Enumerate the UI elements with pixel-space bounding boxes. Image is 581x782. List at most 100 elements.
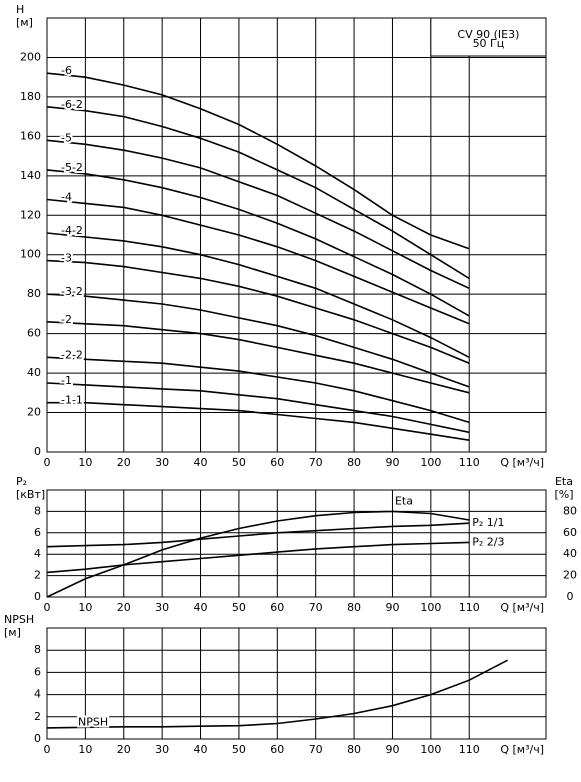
x-tick-label: 110 xyxy=(459,743,480,756)
curve-label: -4 xyxy=(61,190,72,203)
y-tick-label: 180 xyxy=(20,90,41,103)
x-tick-label: 50 xyxy=(232,456,246,469)
x-tick-label: 0 xyxy=(44,743,51,756)
curve xyxy=(46,232,470,359)
x-tick-label: 0 xyxy=(44,456,51,469)
y-tick-label: 8 xyxy=(34,643,41,656)
y-tick-label: 100 xyxy=(20,248,41,261)
curve xyxy=(46,510,470,598)
x-tick-label: 20 xyxy=(117,601,131,614)
x-tick-label: 80 xyxy=(347,456,361,469)
y2-tick-label: 20 xyxy=(563,569,577,582)
y-tick-label: 20 xyxy=(27,406,41,419)
curve-label: -4-2 xyxy=(61,224,83,237)
x-tick-label: 20 xyxy=(117,743,131,756)
x-tick-label: 90 xyxy=(385,743,399,756)
y2-tick-label: 60 xyxy=(563,526,577,539)
y-tick-label: 8 xyxy=(34,504,41,517)
y-tick-label: 6 xyxy=(34,526,41,539)
curve xyxy=(46,356,470,424)
annotation: CV 90 (IE3) xyxy=(457,28,519,41)
y-axis-label: P₂ xyxy=(16,475,27,488)
x-tick-label: 60 xyxy=(270,456,284,469)
x-tick-label: 50 xyxy=(232,601,246,614)
y-tick-label: 120 xyxy=(20,208,41,221)
curve-label: -2 xyxy=(61,313,72,326)
curve-label: P₂ 2/3 xyxy=(472,535,504,548)
x-tick-label: 80 xyxy=(347,601,361,614)
curve xyxy=(47,401,470,441)
y-axis-label: H xyxy=(16,3,24,16)
x-tick-label: 70 xyxy=(309,601,323,614)
x-tick-label: 100 xyxy=(420,743,441,756)
x-tick-label: 70 xyxy=(309,456,323,469)
y-axis-label: [кВт] xyxy=(16,488,45,501)
x-tick-label: 100 xyxy=(420,601,441,614)
curve xyxy=(46,106,470,280)
x-tick-label: 110 xyxy=(459,456,480,469)
curve-label: Eta xyxy=(395,494,413,507)
x-tick-label: 0 xyxy=(44,601,51,614)
x-tick-label: 50 xyxy=(232,743,246,756)
curve-label: -5-2 xyxy=(61,161,83,174)
x-axis-label: Q [м³/ч] xyxy=(500,456,544,469)
x-tick-label: 90 xyxy=(385,601,399,614)
x-tick-label: 40 xyxy=(194,601,208,614)
plot-frame xyxy=(46,489,547,598)
y-tick-label: 2 xyxy=(34,569,41,582)
x-tick-label: 110 xyxy=(459,601,480,614)
y-tick-label: 2 xyxy=(34,710,41,723)
x-tick-label: 30 xyxy=(155,456,169,469)
x-tick-label: 60 xyxy=(270,743,284,756)
x-tick-label: 10 xyxy=(78,743,92,756)
curve-label: -1-1 xyxy=(61,394,83,407)
x-tick-label: 40 xyxy=(194,456,208,469)
curve-label: NPSH xyxy=(78,715,108,728)
curve xyxy=(46,541,470,574)
curve xyxy=(46,259,470,364)
y-axis-label: NPSH xyxy=(4,613,34,626)
y2-axis-label: [%] xyxy=(554,488,573,501)
curve xyxy=(46,139,470,290)
curve-label: -3-2 xyxy=(61,285,83,298)
y-tick-label: 80 xyxy=(27,287,41,300)
y-tick-label: 140 xyxy=(20,169,41,182)
x-tick-label: 20 xyxy=(117,456,131,469)
info-box xyxy=(430,17,547,57)
y-tick-label: 4 xyxy=(34,688,41,701)
y2-tick-label: 40 xyxy=(563,547,577,560)
x-tick-label: 40 xyxy=(194,743,208,756)
curve xyxy=(46,522,470,548)
curve xyxy=(46,382,470,434)
curve-label: -5 xyxy=(61,131,72,144)
x-tick-label: 10 xyxy=(78,601,92,614)
curve-label: P₂ 1/1 xyxy=(472,516,504,529)
curve xyxy=(46,321,470,394)
x-tick-label: 100 xyxy=(420,456,441,469)
curve xyxy=(46,659,508,729)
curve xyxy=(46,72,470,250)
x-axis-label: Q [м³/ч] xyxy=(500,601,544,614)
curve-label: -6 xyxy=(61,64,72,77)
curve-label: -2-2 xyxy=(61,348,83,361)
y-tick-label: 4 xyxy=(34,547,41,560)
y-tick-label: 0 xyxy=(34,590,41,603)
y-tick-label: 6 xyxy=(34,665,41,678)
y2-axis-label: Eta xyxy=(555,475,573,488)
y-tick-label: 0 xyxy=(34,445,41,458)
y-axis-label: [м] xyxy=(4,626,21,639)
x-tick-label: 70 xyxy=(309,743,323,756)
x-tick-label: 90 xyxy=(385,456,399,469)
y2-tick-label: 0 xyxy=(567,590,574,603)
curve xyxy=(46,198,470,325)
y-axis-label: [м] xyxy=(16,16,33,29)
curve-label: -1 xyxy=(61,374,72,387)
y-tick-label: 60 xyxy=(27,327,41,340)
curve-label: -6-2 xyxy=(61,98,83,111)
x-tick-label: 80 xyxy=(347,743,361,756)
y2-tick-label: 80 xyxy=(563,504,577,517)
x-tick-label: 60 xyxy=(270,601,284,614)
y-tick-label: 160 xyxy=(20,129,41,142)
x-tick-label: 30 xyxy=(155,743,169,756)
